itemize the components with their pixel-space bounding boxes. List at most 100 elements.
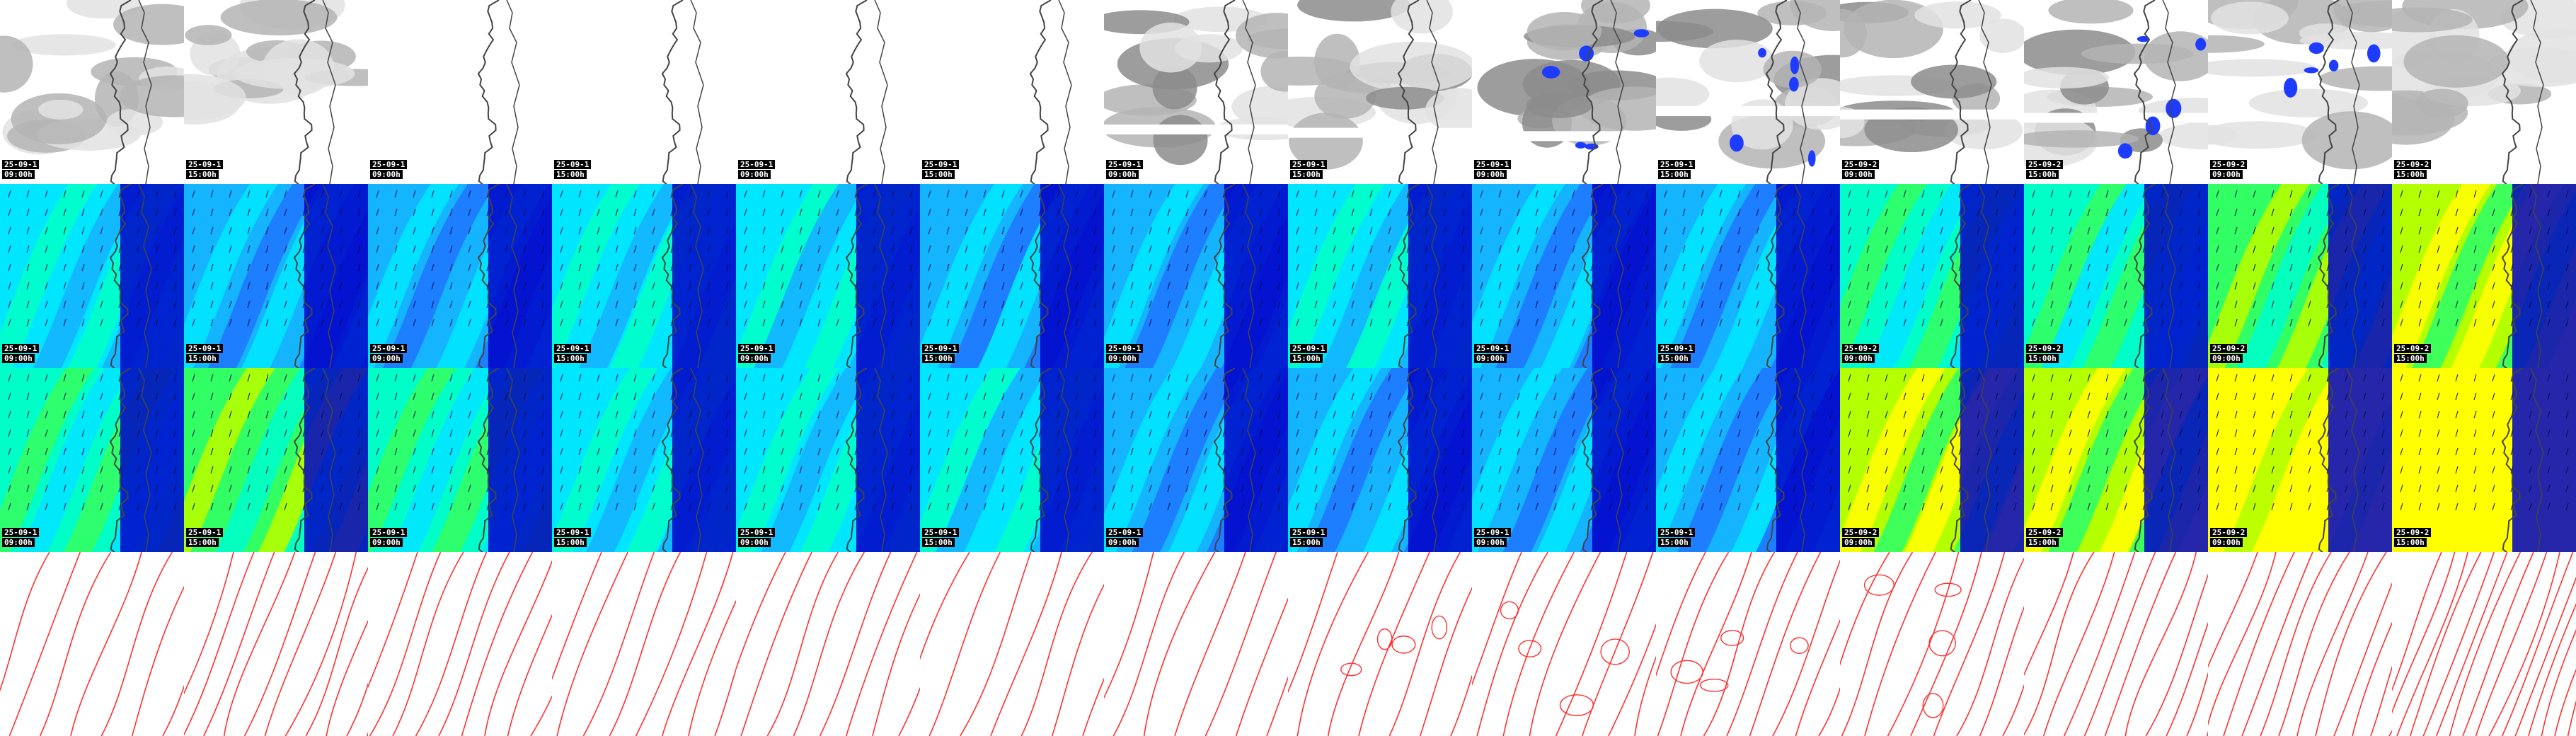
wind-barb (1057, 190, 1060, 198)
wind-barb (394, 502, 398, 511)
wind-barb (2289, 208, 2293, 217)
wind-barb (2492, 208, 2495, 217)
wind-barb (2013, 447, 2017, 456)
wind-barb (1112, 282, 1115, 290)
wind-band (2024, 368, 2127, 552)
wind-barb (2400, 374, 2403, 382)
wind-barb (1811, 263, 1815, 272)
wind-barb (1940, 392, 1943, 401)
wind-barb (633, 410, 637, 419)
wind-barb (1406, 245, 1410, 253)
wind-barb (173, 282, 177, 290)
wind-barb (1590, 208, 1594, 217)
wind-barb (946, 300, 950, 309)
land-wind-zone (1960, 368, 2024, 552)
wind-barb (946, 484, 950, 493)
wind-barb (1149, 392, 1152, 401)
isobar-line (2409, 552, 2482, 736)
wind-barb (321, 226, 324, 235)
wind-barb (376, 374, 379, 382)
wind-barb (597, 282, 600, 290)
wind-barb (2326, 392, 2330, 401)
isobar-line (484, 560, 552, 736)
wind-barb (2473, 502, 2477, 511)
wind-barb (1940, 208, 1943, 217)
cloud-patch (1911, 64, 1997, 99)
wind-barb (615, 466, 619, 474)
wind-band (578, 184, 692, 368)
wind-barb (2142, 447, 2146, 456)
wind-barb (1609, 282, 1612, 290)
wind-barb (2381, 392, 2385, 401)
wind-barb (578, 190, 582, 198)
wind-barb (762, 190, 766, 198)
wind-barb (63, 208, 67, 217)
wind-barb (2271, 392, 2275, 401)
wind-barb (1535, 263, 1539, 272)
wind-barb (173, 484, 177, 493)
wind-barb (2032, 374, 2035, 382)
wind-barb (413, 447, 416, 456)
cloud-map-panel: 25-09-1 09:00h (736, 0, 920, 184)
wind-barb (652, 392, 655, 401)
wind-barb (2437, 374, 2440, 382)
wind-barb (2529, 392, 2532, 401)
wind-barb (45, 263, 48, 272)
wind-barb (2345, 502, 2348, 511)
wind-barb (1995, 447, 1999, 456)
wind-barb (817, 502, 821, 511)
wind-barb (1940, 226, 1943, 235)
wind-barb (2565, 226, 2569, 235)
wind-barb (1222, 263, 1226, 272)
wind-barb (1737, 502, 1741, 511)
panel-date-label: 25-09-2 (1842, 528, 1880, 537)
wind-barb (1461, 263, 1465, 272)
wind-barb (744, 300, 747, 309)
wind-barb (1940, 263, 1943, 272)
wind-barb (1369, 245, 1373, 253)
wind-barb (1075, 208, 1079, 217)
cloud-map-graphic (661, 0, 704, 184)
wind-speed-map-graphic (0, 184, 184, 368)
wind-barb (1866, 190, 1870, 198)
wind-barb (284, 392, 287, 401)
wind-barb (229, 484, 232, 493)
wind-barb (81, 484, 85, 493)
wind-barb (670, 429, 674, 437)
wind-barb (2565, 263, 2569, 272)
wind-barb (2124, 263, 2127, 272)
wind-barb (2032, 226, 2035, 235)
wind-barb (1811, 318, 1815, 327)
wind-barb (1204, 392, 1207, 401)
isobar-line (1104, 552, 1154, 699)
wind-barb (265, 374, 269, 382)
wind-barb (1737, 226, 1741, 235)
wind-barb (652, 282, 655, 290)
cloud-patch (1297, 0, 1410, 22)
panel-date-label: 25-09-1 (1290, 528, 1328, 537)
wind-barb (578, 282, 582, 290)
wind-barb (173, 190, 177, 198)
wind-barb (137, 429, 140, 437)
wind-barb (2363, 374, 2367, 382)
wind-barb (1921, 300, 1925, 309)
wind-barb (909, 263, 913, 272)
wind-barb (2400, 484, 2403, 493)
isobar-line (1864, 552, 1936, 736)
wind-barb (725, 466, 729, 474)
wind-barb (1756, 410, 1759, 419)
wind-barb (1369, 466, 1373, 474)
isobar-line (1795, 619, 1840, 736)
isobar-line (736, 552, 786, 671)
wind-barb (2105, 318, 2109, 327)
wind-band (1495, 184, 1609, 368)
wind-barb (597, 374, 600, 382)
wind-barb (1112, 208, 1115, 217)
wind-barb (173, 374, 177, 382)
wind-barb (1811, 190, 1815, 198)
wind-barb (1369, 208, 1373, 217)
wind-barb (1425, 410, 1428, 419)
wind-barb (1940, 502, 1943, 511)
wind-barb (2032, 282, 2035, 290)
wind-barb (2105, 502, 2109, 511)
